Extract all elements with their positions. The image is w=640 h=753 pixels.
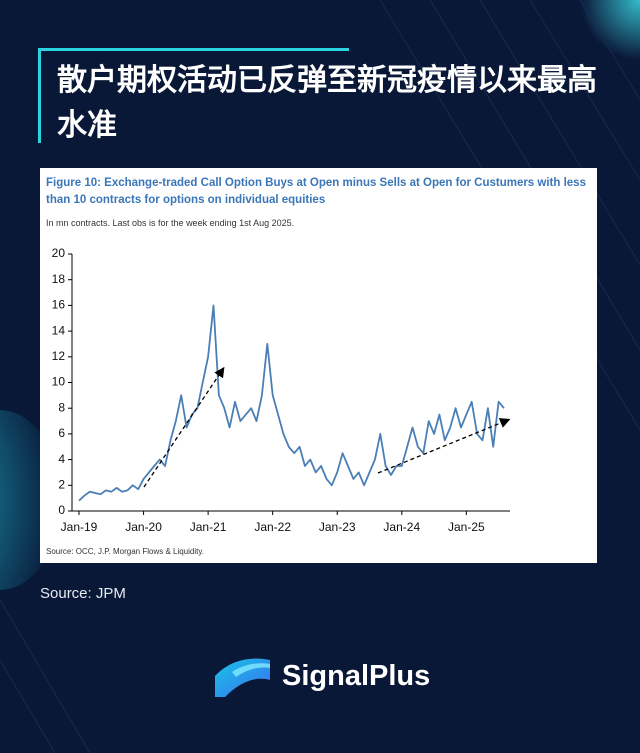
x-tick-label: Jan-19 <box>61 520 98 534</box>
x-tick-label: Jan-23 <box>319 520 356 534</box>
x-tick-label: Jan-20 <box>125 520 162 534</box>
brand-name: SignalPlus <box>282 660 431 692</box>
y-tick-label: 12 <box>52 349 66 363</box>
chart-card: 0 2 4 6 8 10 12 14 16 18 20 Jan-19 Jan-20 Jan-21 Jan-2… <box>40 168 597 563</box>
y-tick-label: 16 <box>52 298 66 312</box>
x-tick-label: Jan-25 <box>448 520 485 534</box>
trend-arrow <box>377 418 511 474</box>
title-frame <box>38 48 349 143</box>
glow <box>580 0 640 60</box>
page-title: 散户期权活动已反弹至新冠疫情以来最高水准 <box>57 64 597 142</box>
logo-icon <box>215 658 270 697</box>
x-tick-label: Jan-24 <box>383 520 420 534</box>
y-tick-label: 6 <box>58 426 65 440</box>
trend-arrow <box>143 366 225 488</box>
series-line <box>78 304 505 502</box>
y-tick-label: 4 <box>58 452 65 466</box>
trend-arrows <box>143 366 511 488</box>
x-tick-label: Jan-21 <box>190 520 227 534</box>
chart-title: Figure 10: Exchange-traded Call Option B… <box>46 177 586 206</box>
y-tick-label: 10 <box>52 375 66 389</box>
y-tick-label: 0 <box>58 503 65 517</box>
x-tick-label: Jan-22 <box>254 520 291 534</box>
y-tick-label: 2 <box>58 477 65 491</box>
y-tick-label: 14 <box>52 323 66 337</box>
y-tick-label: 8 <box>58 400 65 414</box>
chart: 0 2 4 6 8 10 12 14 16 18 20 Jan-19 Jan-20 Jan-21 Jan-2… <box>52 246 511 534</box>
y-tick-label: 18 <box>52 272 66 286</box>
source: Source: JPM <box>40 585 126 602</box>
chart-note: Source: OCC, J.P. Morgan Flows & Liquidi… <box>46 547 204 556</box>
y-tick-label: 20 <box>52 246 66 260</box>
chart-subtitle: In mn contracts. Last obs is for the wee… <box>46 218 295 228</box>
